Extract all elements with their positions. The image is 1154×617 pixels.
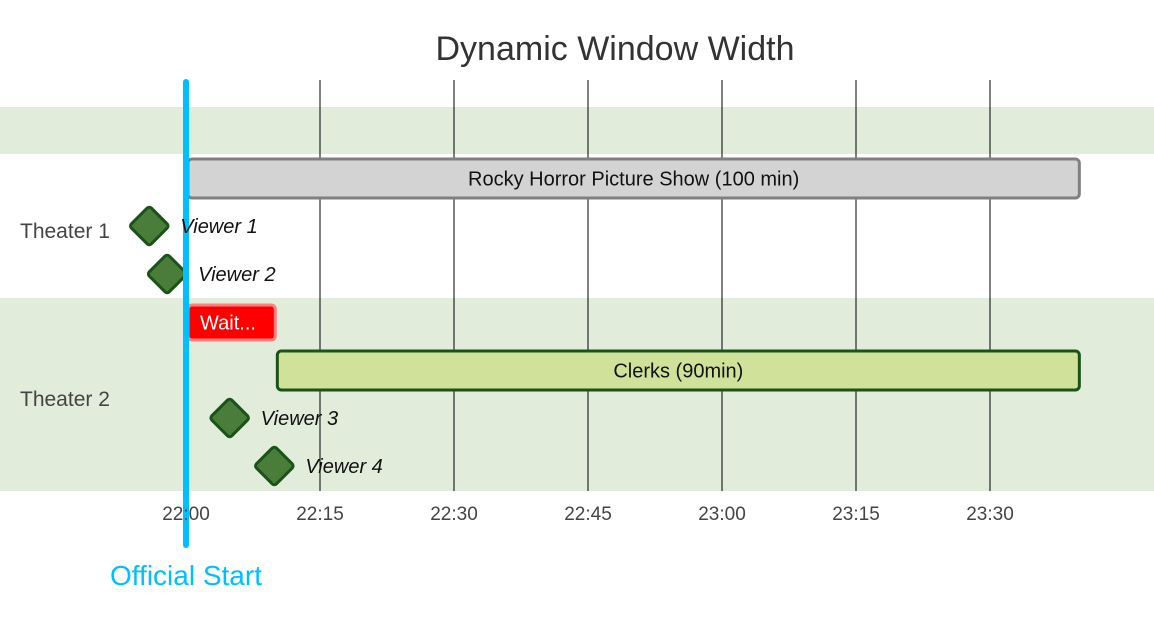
task-label-wait: Wait...	[200, 313, 256, 335]
task-label-clerks-90min: Clerks (90min)	[613, 361, 743, 383]
chart-title: Dynamic Window Width	[436, 30, 795, 68]
task-bar-clerks-90min	[275, 349, 1081, 392]
milestone-viewer-2	[146, 253, 188, 295]
milestone-label-viewer-4: Viewer 4	[305, 456, 382, 478]
header-band	[0, 107, 1154, 154]
official-start-marker: Official Start	[110, 79, 262, 591]
milestone-viewer-3	[209, 397, 250, 439]
task-label-rocky-horror-picture-show-100-min: Rocky Horror Picture Show (100 min)	[468, 169, 799, 191]
labels: 22:00 22:15 22:30 22:45 23:00 23:15 23:30 Theat…	[20, 169, 1014, 526]
task-bars	[186, 157, 1081, 392]
row-band-theater-2	[0, 298, 1154, 491]
row-label-theater-1: Theater 1	[20, 220, 110, 243]
tick-label-23-15: 23:15	[832, 504, 880, 525]
tick-label-22-30: 22:30	[430, 504, 478, 525]
milestones	[129, 205, 295, 487]
row-label-theater-2: Theater 2	[20, 388, 110, 411]
milestone-viewer-1	[129, 205, 170, 247]
tick-label-22-45: 22:45	[564, 504, 612, 525]
tick-label-23-30: 23:30	[966, 504, 1014, 525]
marker-label-official-start: Official Start	[110, 560, 262, 591]
milestone-label-viewer-2: Viewer 2	[198, 264, 275, 286]
milestone-viewer-4	[254, 445, 295, 487]
milestone-label-viewer-1: Viewer 1	[180, 216, 257, 238]
tick-label-22-00: 22:00	[162, 504, 210, 525]
milestone-label-viewer-3: Viewer 3	[261, 408, 338, 430]
tick-label-22-15: 22:15	[296, 504, 344, 525]
grid-lines	[319, 80, 991, 491]
tick-label-23-00: 23:00	[698, 504, 746, 525]
